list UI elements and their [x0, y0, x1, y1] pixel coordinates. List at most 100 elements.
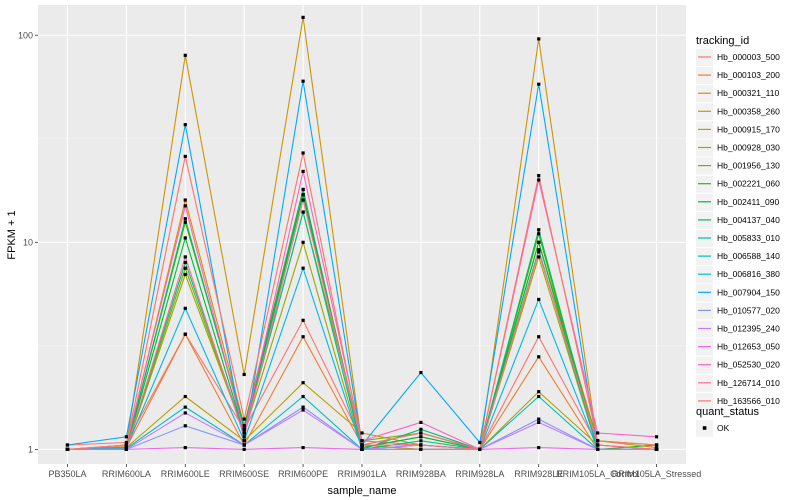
- legend-label: Hb_002411_090: [717, 197, 780, 207]
- y-tick-label: 10: [23, 237, 33, 247]
- data-point: [360, 446, 364, 450]
- x-tick-label: RRIM928BA: [396, 469, 446, 479]
- legend-label: Hb_006816_380: [717, 269, 780, 279]
- data-point: [183, 306, 187, 310]
- x-tick-label: RRIM600PE: [278, 469, 328, 479]
- data-point: [537, 37, 541, 41]
- legend-item: Hb_006588_140: [696, 248, 780, 266]
- data-point: [183, 220, 187, 224]
- data-point: [301, 394, 305, 399]
- legend-item: Hb_000003_500: [696, 49, 780, 66]
- legend-label: Hb_000003_500: [717, 52, 780, 62]
- data-point: [183, 272, 187, 276]
- legend-label: Hb_007904_150: [717, 287, 780, 297]
- data-point: [301, 446, 305, 450]
- legend: tracking_id Hb_000003_500Hb_000103_200Hb…: [696, 35, 780, 437]
- data-point: [124, 443, 128, 447]
- data-point: [183, 405, 187, 409]
- data-point: [242, 427, 246, 431]
- data-point: [183, 154, 187, 158]
- data-point: [242, 439, 246, 443]
- x-axis-ticks: PB350LA RRIM600LA RRIM600LE RRIM600SE RRIM60…: [48, 464, 701, 479]
- data-point: [419, 370, 423, 375]
- legend-label: Hb_002221_060: [717, 179, 780, 189]
- legend-label: Hb_006588_140: [717, 251, 780, 261]
- data-point: [301, 240, 305, 244]
- data-point: [419, 435, 423, 439]
- data-point: [65, 447, 70, 451]
- data-point: [654, 446, 659, 450]
- data-point: [183, 198, 187, 202]
- y-axis-ticks: 1 10 100: [18, 30, 38, 454]
- data-point: [537, 417, 541, 421]
- data-point: [183, 260, 187, 264]
- data-point: [183, 255, 187, 259]
- legend-label: Hb_163566_010: [717, 396, 780, 406]
- x-tick-label: RRIM600LE: [161, 469, 210, 479]
- x-tick-label: RRIM105LA_Control: [556, 469, 639, 479]
- legend-label: Hb_126714_010: [717, 378, 780, 388]
- data-point: [419, 431, 423, 435]
- legend-item: Hb_012395_240: [696, 320, 780, 338]
- data-point: [301, 79, 305, 83]
- data-point: [478, 440, 482, 445]
- data-point: [537, 174, 541, 178]
- data-point: [242, 372, 246, 377]
- legend-item: Hb_000321_110: [696, 85, 780, 103]
- data-point: [419, 427, 423, 431]
- legend-item: Hb_052530_020: [696, 356, 780, 374]
- legend-label: Hb_012395_240: [717, 324, 780, 334]
- data-point: [596, 431, 600, 435]
- data-point: [537, 232, 541, 236]
- data-point: [419, 439, 423, 443]
- data-point: [124, 446, 128, 450]
- legend-item: Hb_012653_050: [696, 338, 780, 356]
- data-point: [301, 405, 305, 409]
- legend-item: Hb_002411_090: [696, 193, 780, 211]
- shape-legend-label: OK: [717, 423, 730, 433]
- legend-key-point: [702, 426, 707, 430]
- data-point: [537, 335, 541, 339]
- data-point: [124, 440, 128, 445]
- data-point: [242, 424, 246, 428]
- data-point: [183, 394, 187, 399]
- shape-legend-item: OK: [696, 420, 730, 437]
- data-point: [124, 447, 128, 451]
- legend-label: Hb_000321_110: [717, 88, 780, 98]
- x-tick-label: RRIM600SE: [219, 469, 269, 479]
- legend-item: Hb_126714_010: [696, 374, 780, 392]
- legend-item: Hb_007904_150: [696, 284, 780, 302]
- legend-label: Hb_000915_170: [717, 124, 780, 134]
- legend-label: Hb_001956_130: [717, 161, 780, 171]
- x-tick-label: RRIM901LA: [337, 469, 386, 479]
- shape-legend-title: quant_status: [696, 406, 759, 418]
- data-point: [537, 420, 541, 424]
- legend-item: Hb_010577_020: [696, 302, 780, 320]
- data-point: [301, 15, 305, 19]
- data-point: [183, 411, 187, 415]
- legend-item: Hb_000915_170: [696, 121, 780, 139]
- data-point: [537, 255, 541, 259]
- legend-label: Hb_000928_030: [717, 143, 780, 153]
- y-axis-title: FPKM + 1: [6, 210, 18, 259]
- data-point: [183, 204, 187, 208]
- data-point: [537, 228, 541, 232]
- legend-item: Hb_002221_060: [696, 175, 780, 193]
- data-point: [537, 446, 541, 450]
- data-point: [183, 217, 187, 221]
- data-point: [537, 394, 541, 399]
- data-point: [301, 187, 305, 192]
- legend-label: Hb_004137_040: [717, 215, 780, 225]
- data-point: [183, 123, 187, 127]
- y-tick-label: 100: [18, 30, 33, 40]
- data-point: [301, 210, 305, 214]
- data-point: [183, 236, 187, 240]
- data-point: [301, 151, 305, 155]
- gridlines: [38, 5, 686, 464]
- data-point: [242, 447, 246, 451]
- data-point: [183, 53, 187, 57]
- data-point: [478, 447, 482, 451]
- data-point: [654, 447, 659, 451]
- data-point: [183, 446, 187, 450]
